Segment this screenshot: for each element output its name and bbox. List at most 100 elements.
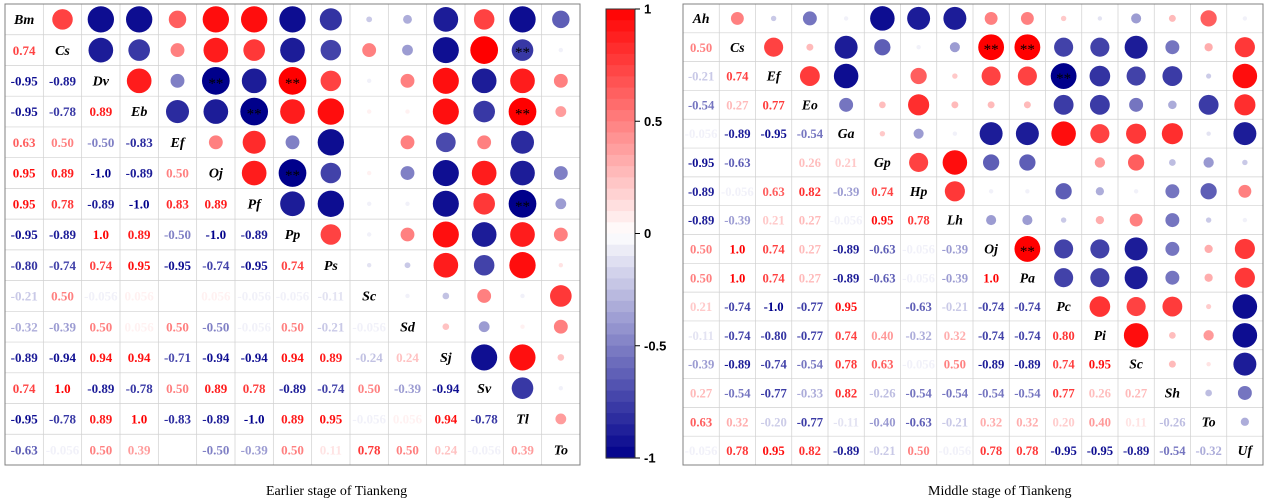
coefficient-label: 0.89 <box>204 381 227 396</box>
coefficient-label: -0.74 <box>49 258 77 273</box>
colorbar-segment <box>606 401 635 414</box>
correlation-circle <box>799 66 820 86</box>
coefficient-label: 0.89 <box>89 412 112 427</box>
coefficient-label: -0.95 <box>1087 444 1113 458</box>
coefficient-label: -0.95 <box>241 258 269 273</box>
coefficient-label: -0.056 <box>467 442 501 457</box>
coefficient-label: -0.94 <box>202 350 230 365</box>
correlation-circle <box>1127 154 1145 171</box>
colorbar-tick-label: -1 <box>644 451 656 466</box>
correlation-circle <box>979 122 1003 146</box>
correlation-circle <box>366 170 372 176</box>
correlation-circle <box>834 35 858 59</box>
correlation-circle <box>1162 66 1183 86</box>
correlation-circle <box>471 222 497 247</box>
correlation-circle <box>553 227 568 242</box>
correlation-circle <box>317 190 345 217</box>
coefficient-label: -0.32 <box>11 319 38 334</box>
colorbar-segment <box>606 345 635 358</box>
variable-label: Sh <box>1165 386 1180 401</box>
correlation-circle <box>320 162 342 184</box>
correlation-circle <box>165 100 190 124</box>
coefficient-label: 0.20 <box>1053 415 1075 429</box>
coefficient-label: -0.21 <box>11 289 38 304</box>
correlation-circle <box>558 385 564 391</box>
correlation-circle <box>1203 330 1214 341</box>
coefficient-label: -0.89 <box>49 227 77 242</box>
coefficient-label: 1.0 <box>729 271 745 285</box>
coefficient-label: 0.74 <box>726 70 749 84</box>
coefficient-label: -0.54 <box>797 358 824 372</box>
coefficient-label: 0.78 <box>358 442 381 457</box>
coefficient-label: 0.24 <box>396 350 419 365</box>
coefficient-label: 0.74 <box>871 185 894 199</box>
colorbar-segment <box>606 199 635 212</box>
correlation-circle <box>509 252 536 279</box>
coefficient-label: 0.82 <box>835 387 857 401</box>
coefficient-label: 0.63 <box>871 358 893 372</box>
variable-label: Cs <box>55 44 70 59</box>
correlation-circle <box>442 292 450 300</box>
correlation-circle <box>203 37 229 63</box>
colorbar-segment <box>606 446 635 459</box>
correlation-circle <box>509 6 536 33</box>
correlation-circle <box>1054 268 1074 288</box>
correlation-circle <box>907 6 931 30</box>
coefficient-label: -0.89 <box>126 166 154 181</box>
coefficient-label: -0.83 <box>126 135 154 150</box>
coefficient-label: 0.95 <box>835 300 857 314</box>
correlation-circle <box>870 6 895 31</box>
correlation-circle <box>477 289 492 303</box>
coefficient-label: 1.0 <box>983 271 999 285</box>
correlation-circle <box>278 66 307 95</box>
coefficient-label: -0.89 <box>833 271 859 285</box>
panel-earlier-stage: Bm 0.74 Cs ** -0.95 -0.89 Dv ** ** -0.95 -0.78 0.89… <box>4 3 581 466</box>
variable-label: Tl <box>516 413 529 428</box>
correlation-circle <box>125 6 153 33</box>
coefficient-label: 0.74 <box>835 329 858 343</box>
correlation-circle <box>1168 360 1176 368</box>
colorbar-segment <box>606 368 635 381</box>
coefficient-label: 0.50 <box>944 358 966 372</box>
colorbar-segment <box>606 20 635 33</box>
correlation-circle <box>477 135 492 150</box>
coefficient-label: 0.78 <box>726 444 748 458</box>
correlation-circle <box>1126 66 1146 86</box>
correlation-circle <box>241 68 267 94</box>
coefficient-label: -0.95 <box>164 258 192 273</box>
colorbar-tick-label: -0.5 <box>644 338 666 353</box>
correlation-circle <box>1204 43 1213 52</box>
coefficient-label: -0.056 <box>276 289 310 304</box>
correlation-circle <box>510 130 535 154</box>
correlation-circle <box>1129 213 1143 227</box>
correlation-circle <box>280 191 305 217</box>
correlation-circle <box>511 39 534 61</box>
coefficient-label: -0.89 <box>688 214 714 228</box>
variable-label: Pa <box>1020 270 1035 285</box>
coefficient-label: 0.78 <box>1016 444 1038 458</box>
correlation-circle <box>473 9 495 30</box>
coefficient-label: -0.94 <box>49 350 77 365</box>
correlation-circle <box>435 132 456 153</box>
correlation-circle <box>1161 123 1183 145</box>
coefficient-label: 0.89 <box>51 166 74 181</box>
panel-border <box>4 3 581 466</box>
colorbar-segment <box>606 53 635 66</box>
correlation-circle <box>1232 294 1258 319</box>
correlation-circle <box>1133 189 1139 194</box>
coefficient-label: -0.63 <box>905 300 931 314</box>
coefficient-label: 0.11 <box>1125 415 1146 429</box>
coefficient-label: 0.74 <box>281 258 304 273</box>
coefficient-label: 0.50 <box>281 442 304 457</box>
correlation-circle <box>1205 217 1212 223</box>
coefficient-label: -0.11 <box>833 415 859 429</box>
coefficient-label: 0.50 <box>89 319 112 334</box>
coefficient-label: 1.0 <box>93 227 109 242</box>
coefficient-label: 0.32 <box>726 415 748 429</box>
coefficient-label: -0.21 <box>317 319 344 334</box>
colorbar-segment <box>606 132 635 145</box>
coefficient-label: 0.40 <box>871 329 893 343</box>
correlation-circle <box>432 190 459 217</box>
correlation-circle <box>520 293 525 299</box>
coefficient-label: 0.21 <box>835 156 857 170</box>
